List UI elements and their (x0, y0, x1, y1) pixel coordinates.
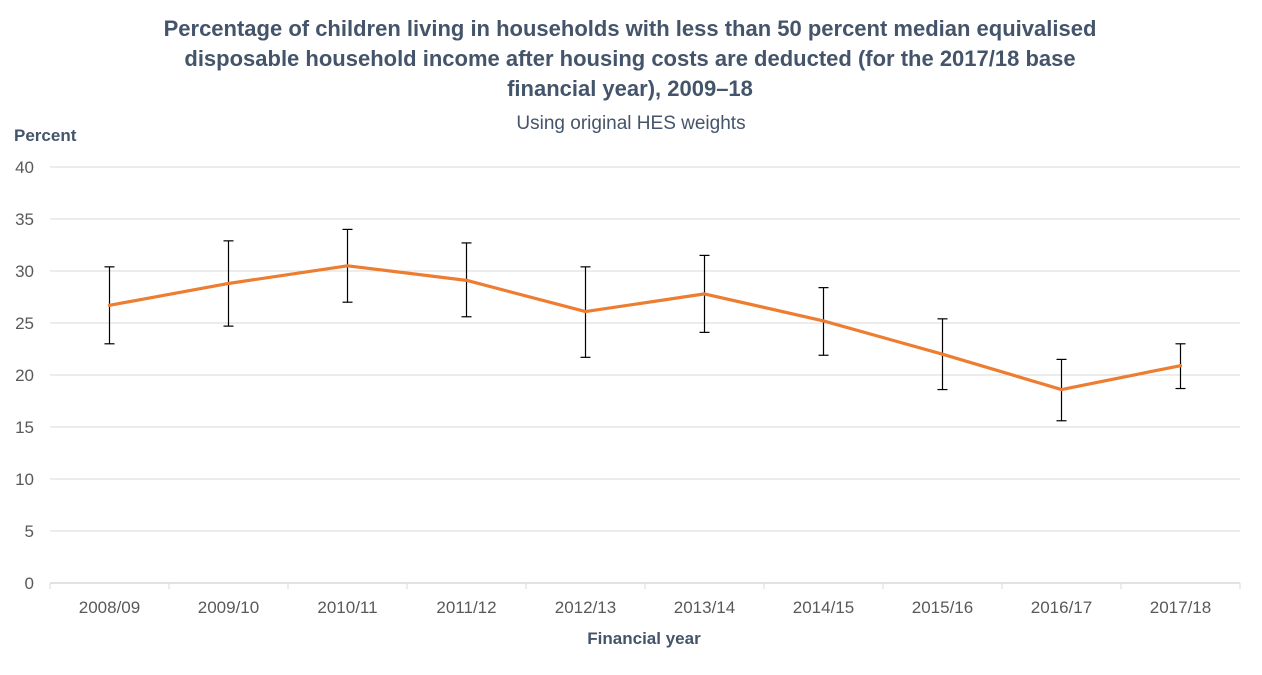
x-tick-label: 2015/16 (912, 598, 973, 617)
x-tick-label: 2008/09 (79, 598, 140, 617)
data-point (940, 352, 945, 356)
data-point (107, 303, 112, 307)
chart-title: Percentage of children living in househo… (163, 16, 1097, 101)
data-point (583, 309, 588, 314)
y-tick-label: 10 (15, 470, 34, 489)
x-tick-label: 2013/14 (674, 598, 735, 617)
y-tick-label: 0 (25, 574, 34, 593)
data-point (821, 319, 826, 323)
data-point (702, 292, 707, 296)
y-tick-label: 15 (15, 418, 34, 437)
y-tick-label: 30 (15, 262, 34, 281)
x-tick-label: 2017/18 (1150, 598, 1211, 617)
y-axis-label: Percent (14, 126, 77, 145)
x-tick-label: 2012/13 (555, 598, 616, 617)
chart-subtitle: Using original HES weights (516, 113, 746, 134)
x-tick-label: 2014/15 (793, 598, 854, 617)
data-point (1178, 364, 1183, 368)
x-tick-label: 2010/11 (317, 598, 377, 617)
x-tick-label: 2016/17 (1031, 598, 1092, 617)
data-point (1059, 387, 1064, 392)
data-point (464, 278, 469, 282)
series-line (107, 264, 1183, 392)
x-tick-label: 2011/12 (436, 598, 496, 617)
y-tick-label: 25 (15, 314, 34, 333)
y-tick-label: 40 (15, 158, 34, 177)
data-point (345, 264, 350, 268)
x-tick-label: 2009/10 (198, 598, 259, 617)
y-tick-label: 35 (15, 210, 34, 229)
x-axis-label: Financial year (587, 629, 701, 648)
data-point (226, 281, 231, 286)
y-tick-label: 20 (15, 366, 34, 385)
y-tick-label: 5 (25, 522, 34, 541)
